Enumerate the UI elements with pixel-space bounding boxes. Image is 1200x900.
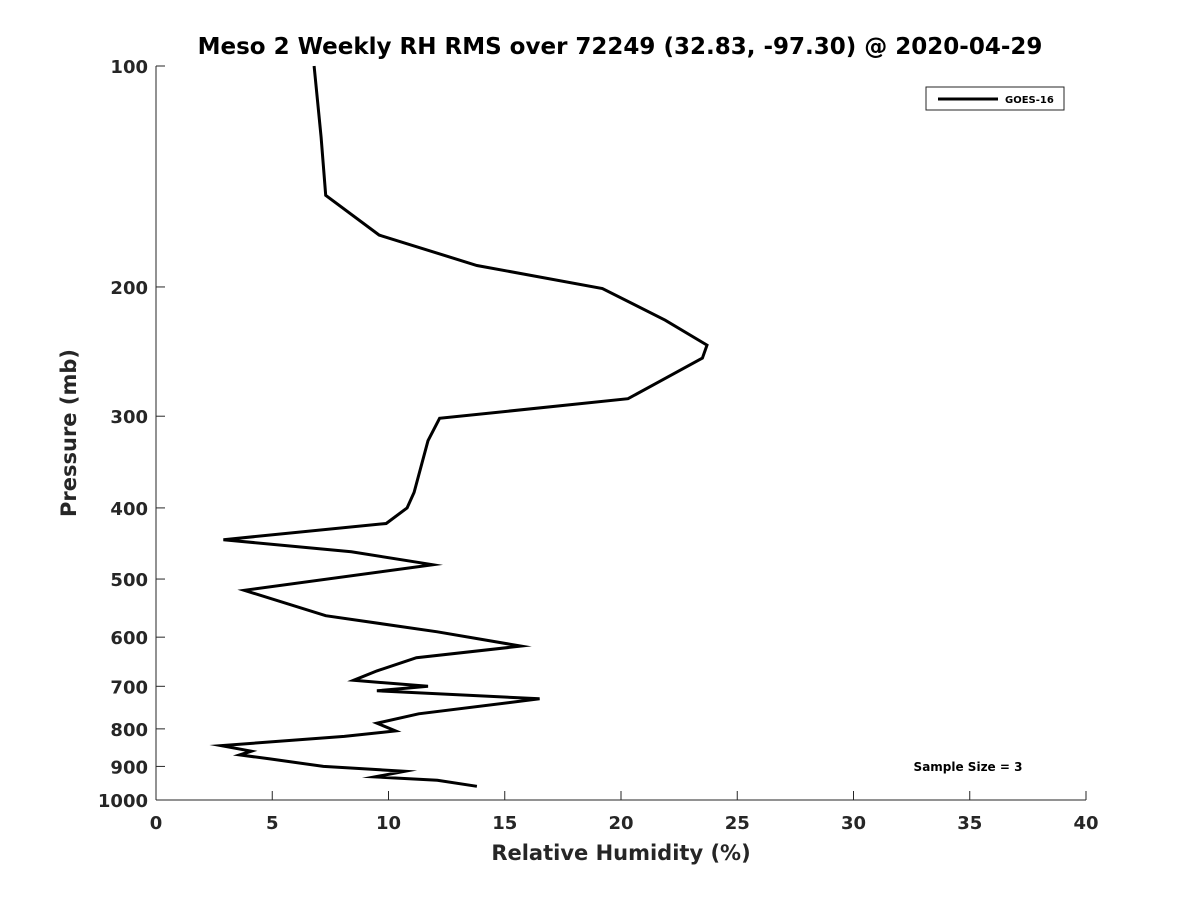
y-tick-label: 600 [110, 628, 148, 649]
x-tick-label: 30 [841, 813, 866, 834]
x-tick-label: 35 [957, 813, 982, 834]
chart-title: Meso 2 Weekly RH RMS over 72249 (32.83, … [198, 34, 1043, 60]
x-axis-label: Relative Humidity (%) [491, 841, 750, 865]
y-tick-label: 800 [110, 720, 148, 741]
series-layer [209, 65, 709, 788]
sample-size-annotation: Sample Size = 3 [914, 760, 1023, 774]
legend-entry-goes-16: GOES-16 [1005, 95, 1054, 106]
y-tick-label: 100 [110, 57, 148, 78]
x-tick-label: 20 [608, 813, 633, 834]
y-tick-label: 700 [110, 677, 148, 698]
y-ticks: 100 200 300 400 500 600 700 800 900 1000 [98, 57, 165, 812]
x-tick-label: 5 [266, 813, 279, 834]
x-tick-label: 40 [1073, 813, 1098, 834]
y-axis-label: Pressure (mb) [57, 349, 81, 517]
x-tick-label: 15 [492, 813, 517, 834]
y-tick-label: 400 [110, 499, 148, 520]
y-tick-label: 900 [110, 757, 148, 778]
y-tick-label: 1000 [98, 791, 148, 812]
x-tick-label: 10 [376, 813, 401, 834]
series-line-goes-16 [209, 65, 709, 788]
y-tick-label: 500 [110, 570, 148, 591]
y-tick-label: 300 [110, 407, 148, 428]
legend: GOES-16 [925, 86, 1065, 111]
x-tick-label: 25 [725, 813, 750, 834]
x-tick-label: 0 [150, 813, 163, 834]
x-ticks: 0 5 10 15 20 25 30 35 40 [150, 791, 1099, 834]
y-tick-label: 200 [110, 278, 148, 299]
